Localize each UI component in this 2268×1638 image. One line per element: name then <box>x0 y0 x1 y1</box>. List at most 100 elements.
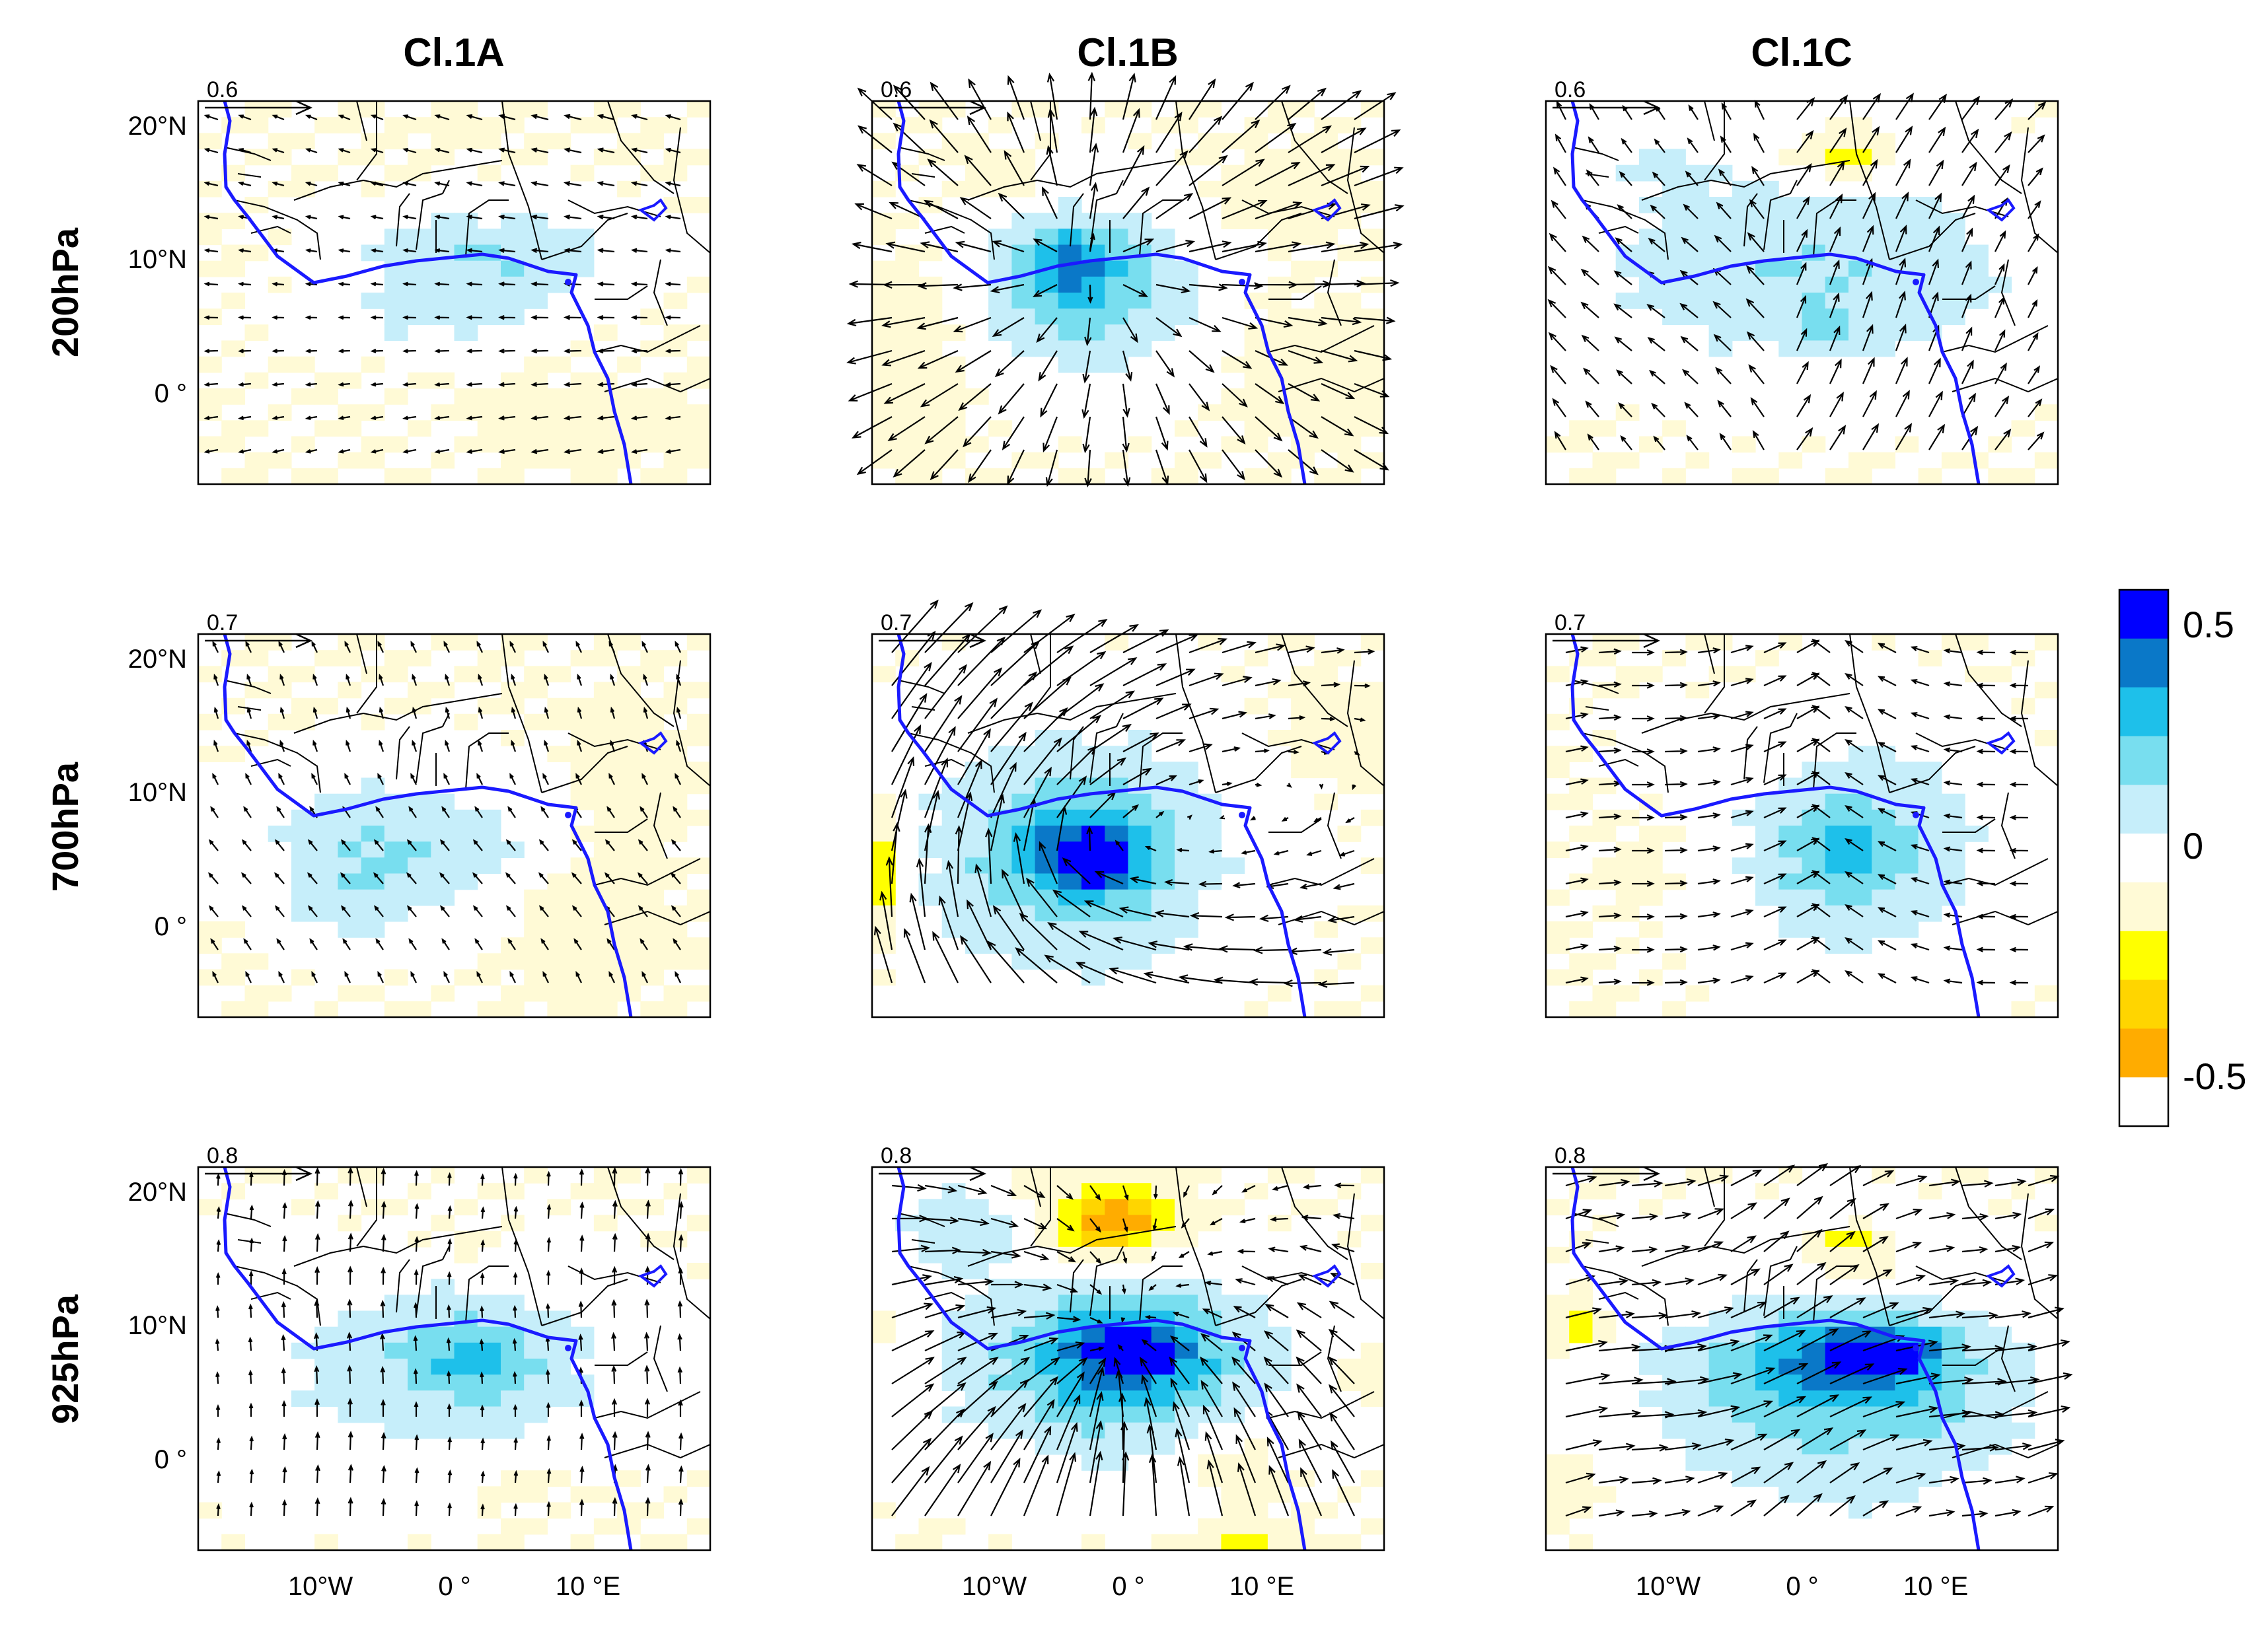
wind-vector <box>216 1173 221 1186</box>
wind-vector <box>873 925 893 983</box>
wind-vector <box>1763 1330 1806 1351</box>
wind-vector <box>413 1368 418 1384</box>
shading-cell <box>1360 1374 1385 1391</box>
shading-cell <box>384 873 408 890</box>
shading-cell <box>1941 1390 1965 1407</box>
shading-cell <box>454 293 478 309</box>
wind-vector <box>476 641 483 653</box>
shading-cell <box>617 356 641 373</box>
wind-vector <box>1763 807 1787 819</box>
shading-cell <box>431 1279 455 1295</box>
shading-cell <box>640 1001 665 1018</box>
lat-tick-label: 10°N <box>128 1311 187 1340</box>
wind-vector <box>665 382 681 387</box>
colorbar-frame <box>2118 588 2170 1127</box>
wind-vector <box>542 773 549 785</box>
shading-cell <box>1965 826 1989 842</box>
shading-cell <box>1895 1470 1919 1487</box>
shading-cell <box>524 1390 548 1407</box>
wind-vector <box>953 283 992 291</box>
country-border <box>293 693 503 734</box>
country-border <box>1572 147 1619 161</box>
shading-cell <box>640 841 665 858</box>
shading-cell <box>1058 308 1082 325</box>
shading-cell <box>1128 1326 1152 1343</box>
shading-cell <box>1105 921 1129 938</box>
reference-arrow <box>879 633 987 649</box>
wind-vector <box>530 114 549 121</box>
shading-cell <box>1035 1374 1059 1391</box>
wind-vector <box>215 1404 221 1417</box>
shading-cell <box>918 841 943 858</box>
wind-vector <box>577 739 583 752</box>
shading-cell <box>1128 1374 1152 1391</box>
shading-cell <box>1918 244 1942 262</box>
shading-cell <box>617 937 641 954</box>
wind-vector <box>312 673 318 686</box>
country-border <box>653 792 668 859</box>
shading-cell <box>941 841 966 858</box>
shading-cell <box>1778 1359 1803 1375</box>
wind-vector <box>1183 1185 1190 1198</box>
wind-vector <box>511 739 517 752</box>
shading-cell <box>1058 293 1082 309</box>
shading-cell <box>593 953 618 970</box>
wind-vector <box>1615 237 1632 252</box>
shading-cell <box>1221 404 1245 421</box>
country-border <box>673 660 710 787</box>
shading-cell <box>1732 276 1756 293</box>
wind-vector <box>1321 279 1366 288</box>
shading-cell <box>314 650 338 666</box>
reference-vector <box>879 100 987 116</box>
wind-vector <box>1763 1230 1790 1252</box>
wind-vector <box>891 1244 931 1253</box>
country-border <box>1030 634 1051 714</box>
wind-vector <box>1928 357 1941 384</box>
wind-vector <box>1650 204 1665 219</box>
shading-cell <box>1360 356 1385 373</box>
shading-cell <box>1848 164 1872 182</box>
country-border <box>1346 127 1384 254</box>
shading-cell <box>1105 1230 1129 1248</box>
shading-cell <box>872 1310 896 1328</box>
lon-tick-label: 10°W <box>288 1572 353 1601</box>
wind-vector <box>546 1501 551 1516</box>
shading-cell <box>570 404 595 421</box>
shading-cell <box>1872 1486 1895 1503</box>
shading-cell <box>1778 293 1803 309</box>
wind-vector <box>498 181 516 187</box>
wind-vector <box>1664 781 1688 788</box>
shading-cell <box>663 826 688 842</box>
shading-cell <box>524 921 548 938</box>
shading-cell <box>2034 730 2059 746</box>
wind-vector <box>1664 682 1688 689</box>
reference-vector-label: 0.7 <box>1555 610 1586 635</box>
wind-vector <box>348 1464 354 1483</box>
shading-cell <box>1778 276 1803 293</box>
wind-vector <box>1202 1404 1224 1450</box>
shading-cell <box>198 213 222 229</box>
wind-vector <box>1023 1357 1060 1384</box>
wind-vector <box>678 1432 684 1450</box>
shading-cell <box>1175 1374 1198 1391</box>
correlation-shading <box>198 634 711 1018</box>
wind-vector <box>1845 871 1864 884</box>
wind-vector <box>1664 649 1688 656</box>
shading-cell <box>291 388 315 405</box>
wind-vector <box>678 1234 684 1252</box>
shading-cell <box>1267 213 1292 229</box>
shading-cell <box>431 682 455 699</box>
wind-vector <box>678 1465 684 1483</box>
shading-cell <box>663 420 688 437</box>
wind-vector <box>891 756 915 818</box>
country-border <box>967 693 1177 734</box>
shading-cell <box>1941 260 1965 277</box>
shading-cell <box>686 777 711 795</box>
wind-vector <box>1163 878 1190 886</box>
wind-vector <box>1862 1203 1889 1219</box>
wind-vector <box>370 382 384 387</box>
wind-vector <box>1829 358 1842 384</box>
country-border <box>1281 101 1348 194</box>
wind-vector <box>1300 1467 1323 1516</box>
wind-vector <box>2009 748 2029 754</box>
